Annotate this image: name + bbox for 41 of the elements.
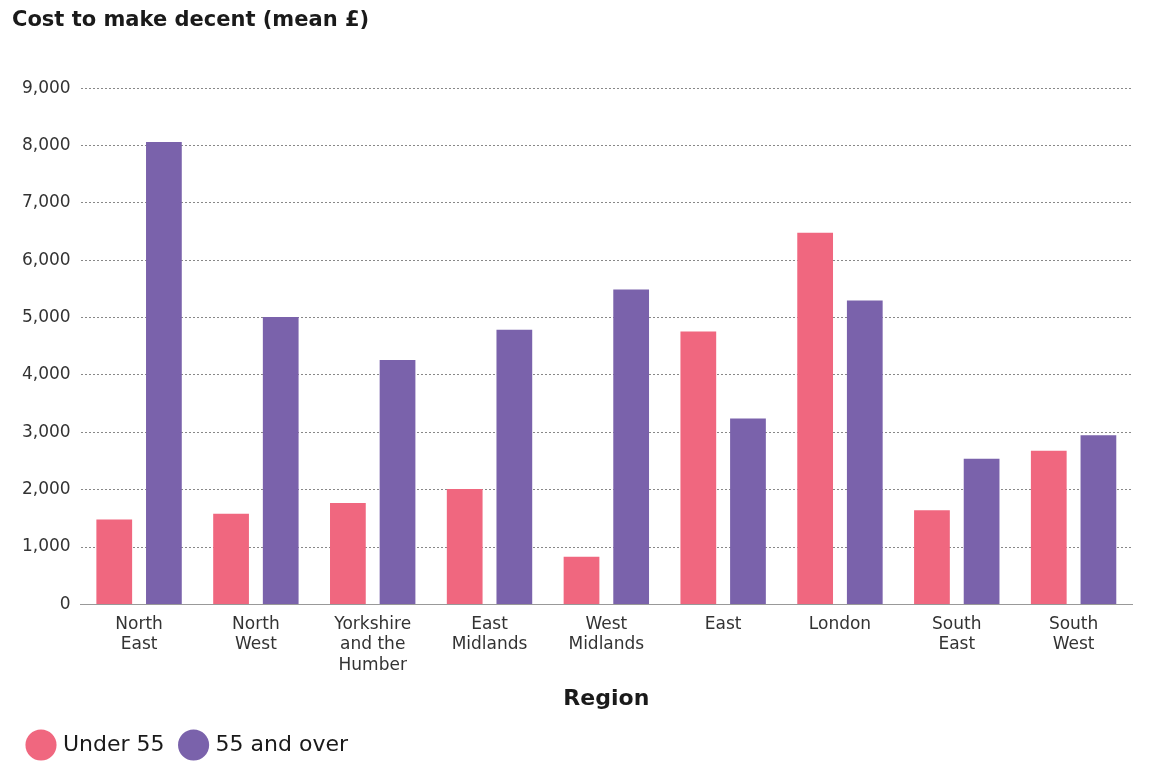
bar: [914, 510, 950, 604]
bar: [797, 232, 834, 604]
x-tick-label: North West: [232, 613, 280, 654]
bar: [680, 331, 717, 604]
x-tick-label: West Midlands: [568, 613, 645, 654]
y-tick-label: 7,000: [22, 191, 71, 212]
bar: [613, 289, 650, 604]
bar: [379, 360, 416, 604]
y-tick-label: 9,000: [22, 76, 71, 97]
chart-title: Cost to make decent (mean £): [12, 7, 370, 32]
legend-label: 55 and over: [215, 730, 349, 756]
x-tick-label: South East: [932, 613, 982, 654]
y-tick-label: 3,000: [22, 420, 71, 441]
bar: [563, 556, 600, 604]
bar: [446, 489, 483, 604]
y-tick-label: 2,000: [22, 478, 71, 499]
bar: [146, 142, 182, 604]
bar: [1080, 435, 1117, 604]
y-tick-label: 4,000: [22, 363, 71, 384]
bar: [496, 329, 533, 604]
x-tick-label: East: [704, 613, 742, 634]
bar: [213, 513, 249, 604]
bar: [262, 317, 299, 604]
bar: [1030, 450, 1067, 604]
x-tick-label: London: [808, 613, 872, 634]
y-tick-label: 8,000: [22, 133, 71, 154]
x-tick-label: East Midlands: [451, 613, 528, 654]
legend-label: Under 55: [63, 730, 165, 756]
bar: [846, 300, 883, 604]
y-tick-label: 0: [59, 592, 71, 613]
bar: [963, 458, 1000, 604]
bar: [330, 502, 366, 604]
bar: [730, 418, 766, 604]
y-tick-label: 6,000: [22, 248, 71, 269]
y-tick-label: 1,000: [22, 535, 71, 556]
x-tick-label: South West: [1048, 613, 1099, 654]
y-tick-label: 5,000: [22, 306, 71, 327]
bar: [96, 519, 133, 604]
x-tick-label: Yorkshire and the Humber: [333, 613, 412, 674]
x-tick-label: North East: [115, 613, 163, 654]
x-axis-title: Region: [563, 684, 650, 710]
